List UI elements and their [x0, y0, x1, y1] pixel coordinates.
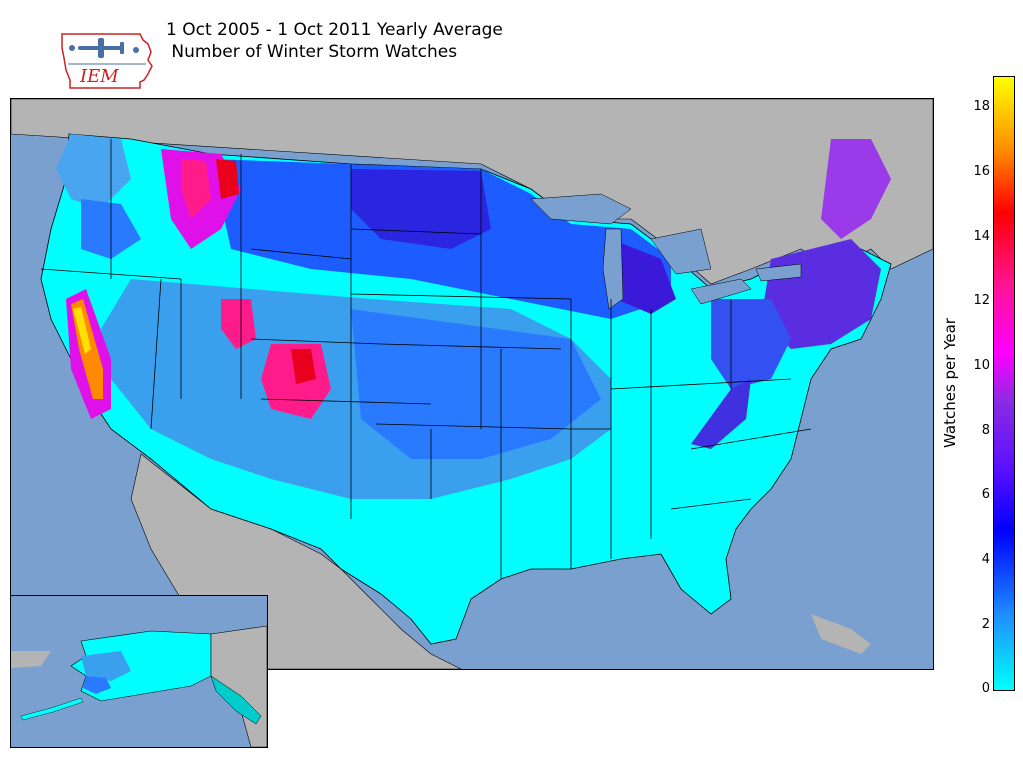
conus-map: [10, 98, 934, 670]
state-borders: [40, 139, 812, 579]
aleutians: [20, 697, 84, 721]
colorbar-tick: 8: [981, 423, 990, 438]
map-title: 1 Oct 2005 - 1 Oct 2011 Yearly Average: [166, 20, 503, 40]
colorbar-tick: 18: [973, 99, 990, 114]
colorbar-label: Watches per Year: [941, 318, 959, 448]
colorbar-tick: 4: [981, 552, 990, 567]
lake-superior: [530, 193, 632, 225]
colorbar: [993, 76, 1015, 691]
alaska-inset-map: [10, 595, 268, 748]
lake-ontario: [755, 263, 802, 282]
colorbar-tick: 6: [981, 487, 990, 502]
lake-michigan: [602, 228, 624, 310]
caribbean-land: [811, 614, 871, 654]
alaska-panhandle: [210, 675, 262, 725]
colorbar-tick: 10: [973, 358, 990, 373]
map-subtitle: Number of Winter Storm Watches: [166, 42, 458, 62]
airplane-icon: [69, 38, 139, 58]
colorbar-tick: 12: [973, 293, 990, 308]
lake-erie: [690, 278, 752, 305]
colorbar-tick: 16: [973, 164, 990, 179]
colorbar-tick: 2: [981, 617, 990, 632]
lake-huron: [650, 228, 712, 275]
colorbar-tick: 14: [973, 229, 990, 244]
iem-logo: IEM: [61, 33, 153, 89]
logo-text: IEM: [79, 66, 119, 87]
colorbar-tick: 0: [981, 681, 990, 696]
